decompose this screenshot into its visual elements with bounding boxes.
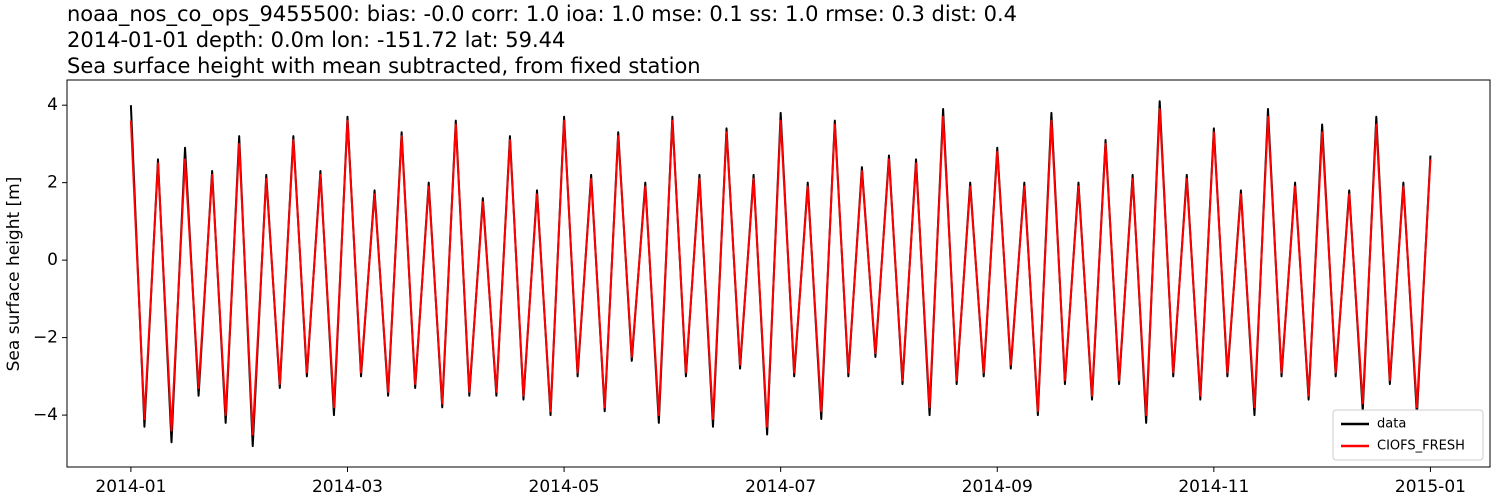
y-tick-label: 2 — [47, 173, 58, 193]
series-line — [129, 100, 1432, 448]
x-tick-label: 2014-09 — [962, 477, 1033, 497]
x-tick-label: 2014-11 — [1178, 477, 1249, 497]
y-axis-label: Sea surface height [m] — [4, 177, 24, 372]
legend-box — [1332, 409, 1484, 461]
y-tick-label: −4 — [33, 405, 58, 425]
y-tick-label: 0 — [47, 250, 58, 270]
chart-title: noaa_nos_co_ops_9455500: bias: -0.0 corr… — [67, 2, 1017, 27]
series-line — [129, 108, 1432, 436]
legend-label: data — [1377, 417, 1406, 432]
y-tick-label: −2 — [33, 328, 58, 348]
chart-description: Sea surface height with mean subtracted,… — [67, 54, 701, 78]
x-tick-label: 2014-05 — [529, 477, 600, 497]
chart-subtitle: 2014-01-01 depth: 0.0m lon: -151.72 lat:… — [67, 28, 565, 52]
x-tick-label: 2015-01 — [1395, 477, 1466, 497]
x-tick-label: 2014-03 — [312, 477, 383, 497]
x-tick-label: 2014-01 — [95, 477, 166, 497]
y-tick-label: 4 — [47, 95, 58, 115]
x-tick-label: 2014-07 — [745, 477, 816, 497]
legend-label: CIOFS_FRESH — [1377, 439, 1465, 454]
plot-frame — [66, 79, 1491, 468]
